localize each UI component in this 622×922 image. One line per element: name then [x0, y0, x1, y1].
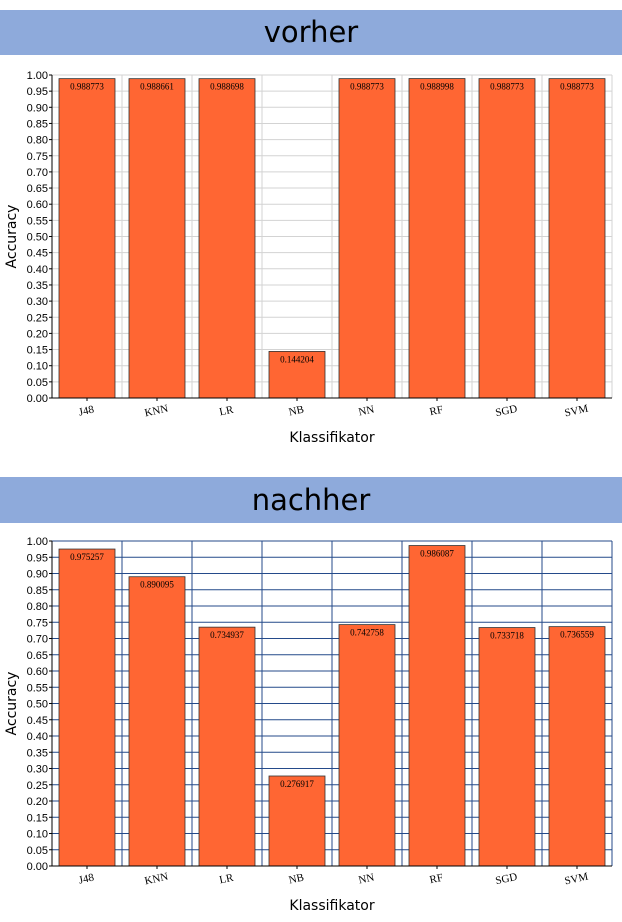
data-label: 0.986087 — [420, 549, 454, 559]
bar-sgd — [478, 627, 536, 867]
bar-svm — [548, 78, 606, 399]
x-axis-title: Klassifikator — [289, 430, 374, 446]
y-tick-label: 0.45 — [27, 248, 48, 260]
y-tick-label: 0.15 — [27, 812, 48, 824]
x-tick-label-nb: NB — [288, 872, 305, 887]
bar-nn — [338, 78, 396, 399]
y-tick-label: 0.45 — [27, 715, 48, 727]
bar-sgd — [478, 78, 536, 399]
y-tick-label: 0.50 — [27, 699, 48, 711]
y-tick-label: 0.50 — [27, 232, 48, 244]
y-tick-label: 0.60 — [27, 199, 48, 211]
data-label: 0.988698 — [210, 82, 244, 92]
data-label: 0.988998 — [420, 82, 454, 92]
y-tick-label: 0.70 — [27, 634, 48, 646]
data-label: 0.144204 — [280, 354, 314, 364]
bar-chart-vorher: 0.988773 0.988661 0.988698 0.144204 0.988773… — [4, 70, 613, 446]
y-tick-label: 0.35 — [27, 747, 48, 759]
data-label: 0.988773 — [350, 82, 384, 92]
y-tick-label: 0.30 — [27, 296, 48, 308]
bar-svm — [548, 626, 606, 867]
y-tick-label: 0.20 — [27, 328, 48, 340]
y-tick-label: 0.75 — [27, 151, 48, 163]
y-tick-label: 0.20 — [27, 796, 48, 808]
y-tick-label: 0.25 — [27, 312, 48, 324]
x-tick-label-knn: KNN — [143, 403, 169, 420]
y-tick-label: 0.65 — [27, 650, 48, 662]
y-tick-label: 0.40 — [27, 264, 48, 276]
data-label: 0.988773 — [560, 82, 594, 92]
panel-banner-vorher: vorher — [0, 10, 622, 55]
y-tick-label: 0.05 — [27, 845, 48, 857]
y-tick-label: 1.00 — [27, 70, 48, 82]
bar-j48 — [58, 78, 116, 399]
y-tick-label: 0.90 — [27, 569, 48, 581]
y-tick-label: 0.30 — [27, 764, 48, 776]
x-tick-label-sgd: SGD — [494, 403, 518, 419]
x-tick-label-svm: SVM — [563, 403, 589, 420]
bar-j48 — [58, 548, 116, 867]
y-tick-label: 0.00 — [27, 861, 48, 873]
y-tick-label: 0.10 — [27, 829, 48, 841]
y-tick-label: 0.80 — [27, 135, 48, 147]
data-label: 0.988773 — [70, 82, 104, 92]
x-tick-label-j48: J48 — [78, 404, 96, 419]
y-tick-label: 0.65 — [27, 183, 48, 195]
x-tick-label-lr: LR — [218, 404, 235, 419]
data-label: 0.988661 — [140, 82, 174, 92]
y-tick-label: 0.55 — [27, 682, 48, 694]
y-tick-label: 0.60 — [27, 666, 48, 678]
bar-knn — [128, 78, 186, 399]
bar-rf — [408, 545, 466, 867]
y-tick-label: 0.85 — [27, 585, 48, 597]
y-tick-label: 1.00 — [27, 536, 48, 548]
x-tick-label-rf: RF — [429, 404, 445, 419]
panel-banner-nachher: nachher — [0, 477, 622, 523]
y-tick-label: 0.75 — [27, 617, 48, 629]
y-tick-label: 0.25 — [27, 780, 48, 792]
x-axis-title: Klassifikator — [289, 898, 374, 914]
y-tick-label: 0.40 — [27, 731, 48, 743]
data-label: 0.736559 — [560, 630, 594, 640]
x-tick-label-knn: KNN — [143, 871, 169, 888]
x-tick-label-nb: NB — [288, 404, 305, 419]
bar-knn — [128, 576, 186, 867]
bar-lr — [198, 78, 256, 399]
y-tick-label: 0.85 — [27, 118, 48, 130]
bar-nn — [338, 624, 396, 867]
y-tick-label: 0.10 — [27, 361, 48, 373]
bar-nb — [268, 775, 326, 867]
y-axis-title: Accuracy — [4, 205, 20, 269]
y-tick-label: 0.35 — [27, 280, 48, 292]
bar-rf — [408, 78, 466, 399]
bar-nb — [268, 351, 326, 399]
bar-lr — [198, 626, 256, 867]
data-label: 0.733718 — [490, 631, 524, 641]
x-tick-label-nn: NN — [357, 404, 375, 419]
data-label: 0.890095 — [140, 580, 174, 590]
y-tick-label: 0.05 — [27, 377, 48, 389]
y-tick-label: 0.95 — [27, 86, 48, 98]
data-label: 0.975257 — [70, 552, 104, 562]
data-label: 0.988773 — [490, 82, 524, 92]
x-tick-label-sgd: SGD — [494, 871, 518, 887]
data-label: 0.734937 — [210, 630, 244, 640]
y-tick-label: 0.55 — [27, 215, 48, 227]
x-tick-label-nn: NN — [357, 872, 375, 887]
x-tick-label-j48: J48 — [78, 872, 96, 887]
x-tick-label-rf: RF — [429, 872, 445, 887]
y-tick-label: 0.95 — [27, 552, 48, 564]
x-tick-label-svm: SVM — [563, 871, 589, 888]
y-tick-label: 0.90 — [27, 102, 48, 114]
y-tick-label: 0.00 — [27, 393, 48, 405]
data-label: 0.276917 — [280, 779, 314, 789]
y-tick-label: 0.80 — [27, 601, 48, 613]
x-tick-label-lr: LR — [218, 872, 235, 887]
bar-chart-nachher: 0.975257 0.890095 0.734937 0.276917 0.742758… — [4, 536, 613, 914]
y-axis-title: Accuracy — [4, 672, 20, 736]
data-label: 0.742758 — [350, 628, 384, 638]
y-tick-label: 0.70 — [27, 167, 48, 179]
y-tick-label: 0.15 — [27, 345, 48, 357]
